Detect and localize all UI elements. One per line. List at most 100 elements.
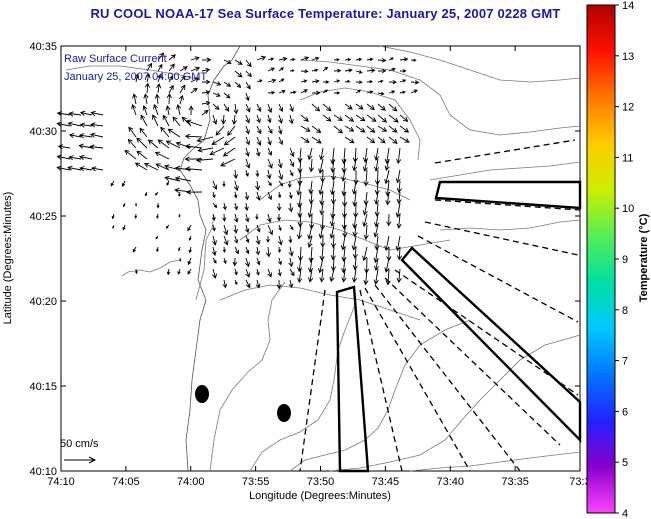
current-vector [289,268,295,277]
current-vector [384,235,390,252]
current-vector [134,73,140,83]
x-tick-label: 73:35 [501,476,529,488]
current-vector [245,147,250,157]
current-vector [319,268,325,283]
current-vector [245,246,250,255]
x-tick-label: 74:10 [47,476,75,488]
current-vector [399,57,409,62]
current-vector [245,125,250,135]
current-vector [362,246,368,262]
current-vector [355,70,363,74]
x-tick-label: 73:50 [307,476,335,488]
current-vector [278,56,288,62]
current-vector [377,79,384,83]
current-vector [176,103,182,116]
current-vector [143,162,159,171]
current-vector [388,90,396,94]
current-vector [201,100,211,106]
current-vector [344,68,353,73]
current-vector [362,158,368,173]
current-vector [166,268,171,276]
current-vector [255,147,261,157]
current-vector [288,279,294,289]
current-vector [223,92,231,99]
current-vector [267,57,275,61]
current-vector [278,257,283,266]
current-vector [156,83,162,94]
current-vector [166,92,172,105]
current-vector [377,103,386,111]
current-vector [308,191,314,205]
current-vector [110,180,115,187]
current-vector [160,126,170,138]
current-vector [188,105,194,116]
current-vector [410,58,417,62]
current-vector [223,103,230,112]
current-vector [201,90,211,95]
current-vector [307,224,313,240]
current-vector [267,125,273,135]
current-vector [223,224,229,236]
current-vector [144,191,148,197]
current-vector [155,163,170,171]
current-vector [289,103,294,113]
current-vector [300,136,310,143]
colorbar [586,4,616,514]
current-vector [234,59,243,65]
current-vector [377,58,387,63]
current-vector [344,79,351,84]
current-vector [178,94,184,105]
bathymetry-contour [209,281,286,472]
current-vector [278,67,284,72]
current-vector [245,92,250,102]
current-vector [245,279,251,289]
current-vector [333,58,340,62]
current-vector [374,213,380,228]
colorbar-title: Temperature (°C) [638,213,650,302]
current-vector [112,224,115,229]
current-vector [142,105,148,116]
current-vector [153,103,159,116]
current-vector [399,90,406,94]
current-vector [184,133,203,139]
current-vector [344,57,352,62]
x-axis-tick-labels: 74:10 74:05 74:00 73:55 73:50 73:45 73:40 73:35… [47,476,590,488]
colorbar-tick-label: 4 [622,508,628,519]
current-vector [131,103,137,116]
current-vector [56,165,71,171]
current-vector [56,154,71,160]
current-vector [223,257,227,265]
current-vector [297,213,303,228]
current-vector [190,77,200,83]
current-vector [288,191,293,200]
current-vector [399,114,409,122]
current-vector [255,180,261,191]
current-vector [296,180,302,196]
current-vector [300,56,310,61]
current-vector [157,63,163,72]
current-vector [395,202,401,218]
current-vector [300,89,308,94]
map-frame [60,45,581,472]
current-vector [156,246,159,253]
colorbar-tick-label: 7 [622,356,628,368]
current-vector [212,180,218,191]
current-vector [344,103,353,110]
current-vector [288,235,293,244]
current-vector [278,169,284,181]
current-vector [136,150,148,160]
current-vector [127,138,137,149]
current-vector [399,125,410,133]
current-vector [184,143,203,150]
current-vector [289,224,294,231]
current-vector [277,268,282,277]
current-vector [222,246,227,253]
current-vector [396,180,402,194]
current-vector [68,132,82,139]
current-vector [344,114,355,122]
current-vector [233,180,239,192]
current-vector [318,180,324,196]
lane-southeast [400,246,582,443]
current-vector [311,79,320,84]
colorbar-ticks: 14 13 12 11 10 9 8 7 6 5 4 [615,0,634,519]
